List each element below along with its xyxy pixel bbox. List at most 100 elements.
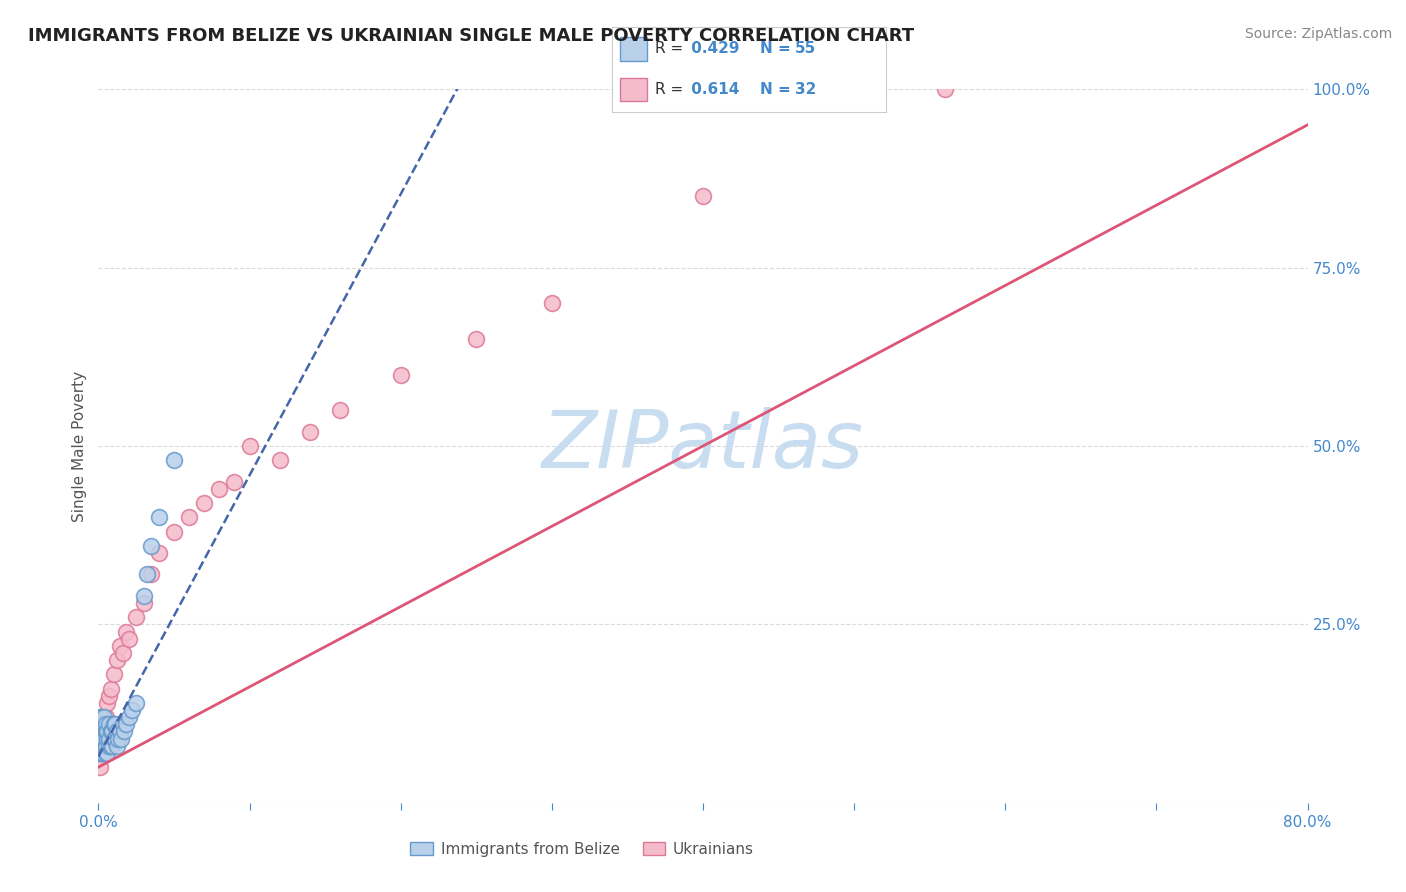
Point [91, 746, 114, 760]
Text: N =: N = [759, 81, 796, 96]
Point [96, 724, 118, 739]
Point [93, 710, 115, 724]
Point [100, 724, 122, 739]
Point [94, 724, 117, 739]
Point [141, 567, 163, 582]
FancyBboxPatch shape [620, 37, 647, 61]
Text: 32: 32 [796, 81, 817, 96]
Point [89, 724, 111, 739]
Point [208, 482, 231, 496]
Point [101, 724, 124, 739]
Point [89, 731, 111, 746]
Point [91, 731, 114, 746]
Text: 0.614: 0.614 [686, 81, 740, 96]
Point [118, 632, 141, 646]
Point [112, 724, 135, 739]
Point [135, 567, 157, 582]
Point [239, 439, 262, 453]
Point [118, 710, 141, 724]
Point [96, 696, 118, 710]
Text: 0.429: 0.429 [686, 41, 740, 56]
Y-axis label: Single Male Poverty: Single Male Poverty [72, 370, 87, 522]
Point [692, 189, 714, 203]
Point [98, 717, 121, 731]
Point [329, 403, 352, 417]
Point [93, 717, 115, 731]
Point [90, 739, 112, 753]
Point [193, 496, 215, 510]
Point [105, 724, 128, 739]
Point [90, 746, 112, 760]
Point [163, 524, 186, 539]
Point [94, 746, 117, 760]
Point [100, 739, 122, 753]
Point [103, 731, 125, 746]
Point [103, 717, 125, 731]
Point [132, 596, 155, 610]
Point [94, 739, 117, 753]
Point [90, 739, 112, 753]
Point [93, 731, 115, 746]
Text: R =: R = [655, 41, 689, 56]
Point [104, 731, 127, 746]
Point [96, 731, 118, 746]
Point [91, 731, 114, 746]
Point [179, 510, 201, 524]
Point [91, 717, 114, 731]
Point [101, 739, 124, 753]
Point [93, 739, 115, 753]
Point [108, 724, 131, 739]
Point [91, 724, 114, 739]
Text: R =: R = [655, 81, 689, 96]
Point [94, 717, 117, 731]
Point [98, 731, 121, 746]
Point [389, 368, 412, 382]
Point [299, 425, 322, 439]
Point [100, 681, 122, 696]
Point [107, 731, 129, 746]
Point [163, 453, 186, 467]
Point [93, 724, 115, 739]
Point [91, 739, 114, 753]
Point [934, 82, 956, 96]
Point [104, 717, 127, 731]
Point [91, 739, 114, 753]
Point [89, 760, 111, 774]
Point [89, 710, 111, 724]
Point [125, 610, 148, 624]
Point [224, 475, 246, 489]
Text: N =: N = [759, 41, 796, 56]
Text: ZIPatlas: ZIPatlas [541, 407, 865, 485]
Point [108, 639, 131, 653]
Point [89, 746, 111, 760]
Point [89, 739, 111, 753]
Point [96, 746, 118, 760]
Point [148, 546, 170, 560]
Point [141, 539, 163, 553]
Point [111, 646, 134, 660]
Point [132, 589, 155, 603]
Point [110, 731, 132, 746]
Point [90, 724, 112, 739]
Point [98, 689, 121, 703]
Point [105, 739, 128, 753]
Point [114, 624, 136, 639]
Point [90, 717, 112, 731]
Point [465, 332, 488, 346]
Text: 55: 55 [796, 41, 817, 56]
Point [111, 717, 134, 731]
Point [540, 296, 562, 310]
Point [98, 739, 121, 753]
Point [121, 703, 143, 717]
Point [103, 667, 125, 681]
Text: Source: ZipAtlas.com: Source: ZipAtlas.com [1244, 27, 1392, 41]
Point [105, 653, 128, 667]
Point [94, 710, 117, 724]
Point [90, 746, 112, 760]
Point [125, 696, 148, 710]
Point [269, 453, 291, 467]
Point [90, 710, 112, 724]
Point [114, 717, 136, 731]
Point [148, 510, 170, 524]
Text: IMMIGRANTS FROM BELIZE VS UKRAINIAN SINGLE MALE POVERTY CORRELATION CHART: IMMIGRANTS FROM BELIZE VS UKRAINIAN SING… [28, 27, 914, 45]
